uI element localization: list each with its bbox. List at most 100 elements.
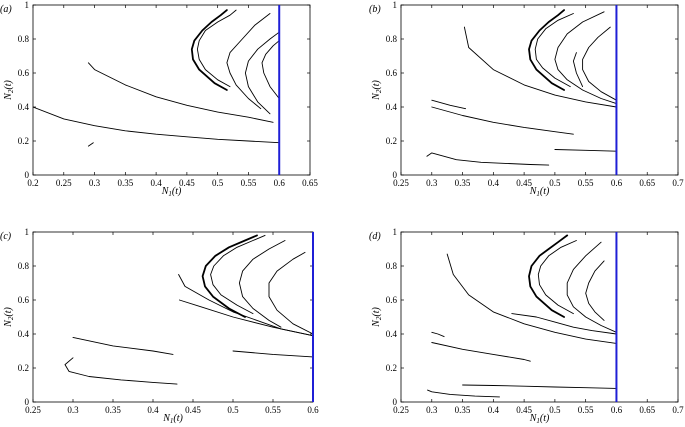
x-axis-label: N1(t) (162, 413, 183, 425)
x-tick-label: 0.65 (639, 405, 655, 415)
x-tick-label: 0.6 (307, 405, 319, 415)
series-group (427, 234, 617, 398)
series-line (244, 31, 280, 115)
series-line (87, 142, 94, 147)
x-tick-label: 0.25 (393, 178, 409, 188)
y-tick-label: 1 (25, 227, 30, 237)
x-tick-label: 0.55 (241, 178, 257, 188)
y-tick-label: 0.8 (386, 34, 398, 44)
series-line (238, 240, 286, 328)
x-tick-label: 0.4 (150, 178, 162, 188)
x-tick-label: 0.55 (578, 178, 594, 188)
x-tick-label: 0.35 (105, 405, 121, 415)
plot-frame (32, 231, 314, 403)
series-line (33, 106, 280, 144)
x-axis-label: N1(t) (161, 186, 182, 198)
chart-panel-2: 0.25 0.3 0.35 0.4 0.45 0.5 0.55 0.6 0.65 0.7 0 0.2 0… (369, 0, 684, 198)
series-line (534, 13, 574, 88)
x-tick-label: 0.5 (549, 178, 561, 188)
series-line (190, 9, 228, 91)
x-tick-label: 0.3 (426, 405, 438, 415)
series-line (226, 13, 271, 110)
x-tick-label: 0.3 (67, 405, 79, 415)
series-line (87, 62, 274, 123)
x-tick-label: 0.55 (265, 405, 281, 415)
series-line (431, 342, 531, 362)
series-line (582, 26, 617, 101)
x-tick-label: 0.4 (488, 178, 500, 188)
series-line (210, 234, 266, 315)
chart-panel-1: 0.2 0.25 0.3 0.35 0.4 0.45 0.5 0.55 0.6 0.6500.20… (0, 0, 318, 198)
x-tick-label: 0.45 (185, 405, 201, 415)
series-line (178, 299, 313, 337)
y-tick-label: 0.4 (386, 329, 398, 339)
series-line (528, 9, 565, 91)
y-tick-label: 1 (25, 0, 30, 10)
series-line (261, 40, 280, 99)
panel-label: (c) (0, 231, 12, 242)
y-tick-label: 0.4 (18, 102, 30, 112)
x-tick-label: 0.25 (25, 405, 41, 415)
series-group (426, 9, 617, 166)
y-axis-label: N2(t) (371, 80, 383, 101)
x-tick-label: 0.5 (227, 405, 239, 415)
series-line (463, 26, 617, 108)
series-group (64, 234, 313, 385)
x-tick-label: 0.2 (27, 178, 38, 188)
x-tick-label: 0.7 (672, 178, 684, 188)
series-line (511, 313, 617, 335)
series-line (528, 234, 569, 318)
y-tick-label: 0 (25, 397, 30, 407)
x-tick-label: 0.5 (212, 178, 224, 188)
y-axis-label: N2(t) (371, 307, 383, 328)
x-tick-label: 0.65 (639, 178, 655, 188)
series-line (64, 357, 178, 385)
series-line (431, 99, 467, 110)
x-tick-label: 0.6 (611, 178, 623, 188)
series-line (537, 240, 577, 315)
y-tick-label: 0.6 (386, 295, 398, 305)
x-tick-label: 0.25 (393, 405, 409, 415)
y-tick-label: 0.2 (386, 136, 397, 146)
y-tick-label: 0 (393, 170, 398, 180)
series-line (462, 384, 617, 389)
series-line (585, 260, 605, 321)
x-tick-label: 0.25 (56, 178, 72, 188)
y-tick-label: 1 (393, 227, 398, 237)
x-tick-label: 0.35 (455, 405, 471, 415)
x-tick-label: 0.65 (302, 178, 318, 188)
series-line (427, 389, 500, 398)
series-line (446, 253, 617, 344)
x-tick-label: 0.35 (455, 178, 471, 188)
x-tick-label: 0.35 (117, 178, 133, 188)
x-tick-label: 0.4 (488, 405, 500, 415)
x-tick-label: 0.3 (426, 178, 438, 188)
y-axis-label: N2(t) (3, 307, 15, 328)
series-line (566, 241, 617, 333)
x-tick-label: 0.45 (516, 178, 532, 188)
x-tick-label: 0.55 (578, 405, 594, 415)
y-tick-label: 0.4 (18, 329, 30, 339)
series-line (201, 234, 258, 318)
x-axis-label: N1(t) (529, 186, 550, 198)
plot-frame (32, 4, 311, 176)
series-group (33, 9, 280, 147)
x-tick-label: 0.6 (611, 405, 623, 415)
series-line (554, 11, 617, 105)
series-line (72, 336, 174, 355)
chart-panel-4: 0.25 0.3 0.35 0.4 0.45 0.5 0.55 0.6 0.65 0.7 0 0.2 0… (369, 227, 684, 425)
panel-label: (d) (369, 231, 381, 242)
panel-label: (a) (0, 4, 12, 15)
series-line (431, 331, 445, 338)
y-tick-label: 0.6 (386, 68, 398, 78)
series-line (572, 52, 584, 88)
y-axis-label: N2(t) (3, 80, 15, 101)
y-tick-label: 0.6 (18, 68, 30, 78)
series-line (426, 152, 550, 166)
y-tick-label: 1 (393, 0, 398, 10)
y-tick-label: 0.8 (18, 261, 30, 271)
series-line (232, 350, 313, 358)
series-line (268, 251, 313, 335)
y-tick-label: 0.4 (386, 102, 398, 112)
